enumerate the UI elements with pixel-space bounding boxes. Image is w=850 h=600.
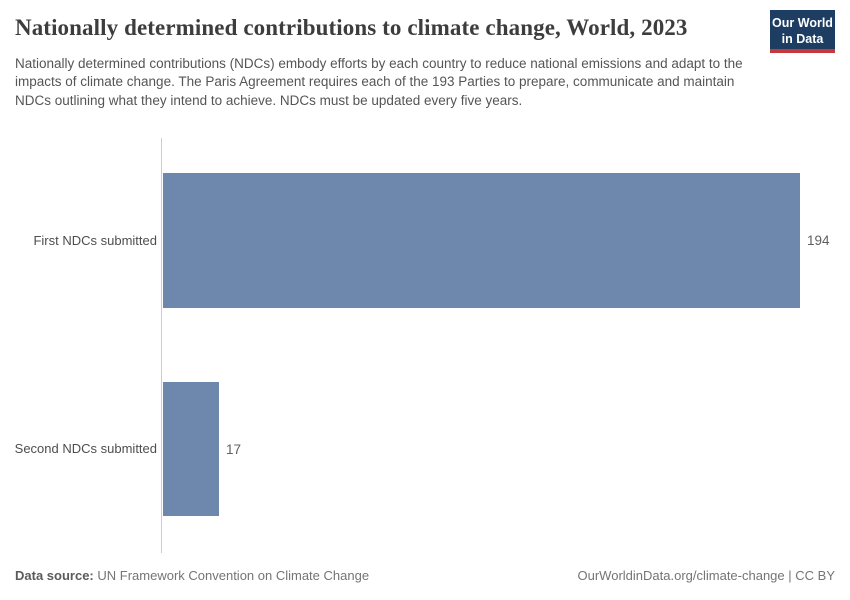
bar-row-first-ndcs: First NDCs submitted 194 — [0, 173, 850, 308]
chart-subtitle: Nationally determined contributions (NDC… — [15, 56, 743, 108]
chart-footer: Data source: UN Framework Convention on … — [15, 567, 835, 584]
attribution-separator: | — [784, 568, 796, 583]
data-source-value: UN Framework Convention on Climate Chang… — [97, 568, 370, 583]
owid-logo-line2: in Data — [781, 32, 824, 46]
value-label-first-ndcs: 194 — [807, 233, 830, 248]
cc-by-license-link[interactable]: CC BY — [795, 568, 835, 583]
owid-logo-line1: Our World — [772, 16, 833, 30]
value-label-second-ndcs: 17 — [226, 441, 242, 457]
category-label-first-ndcs: First NDCs submitted — [33, 232, 157, 248]
y-axis-line — [161, 138, 162, 553]
bar-second-ndcs[interactable] — [163, 382, 219, 516]
data-source-label: Data source: — [15, 568, 94, 583]
chart-title: Nationally determined contributions to c… — [15, 15, 688, 40]
data-source: Data source: UN Framework Convention on … — [15, 567, 369, 584]
owid-url-link[interactable]: OurWorldinData.org/climate-change — [577, 568, 785, 583]
bar-first-ndcs[interactable] — [163, 173, 800, 308]
category-label-second-ndcs: Second NDCs submitted — [14, 441, 157, 456]
bar-row-second-ndcs: Second NDCs submitted 17 — [0, 382, 850, 516]
attribution: OurWorldinData.org/climate-change | CC B… — [578, 567, 835, 584]
owid-logo[interactable]: Our World in Data — [770, 10, 835, 53]
